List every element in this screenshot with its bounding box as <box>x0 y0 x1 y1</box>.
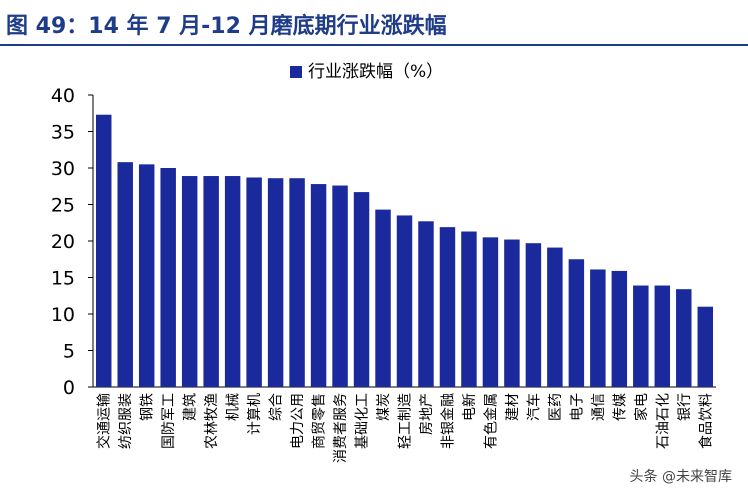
bar <box>697 306 713 387</box>
y-tick-label: 15 <box>51 268 75 290</box>
watermark: 头条 @未来智库 <box>623 464 738 488</box>
figure-title-bar: 图 49：14 年 7 月-12 月磨底期行业涨跌幅 <box>0 0 748 46</box>
y-tick-label: 30 <box>51 158 75 180</box>
x-category-label: 国防军工 <box>161 393 177 449</box>
x-category-label: 建筑 <box>183 393 199 421</box>
bar <box>633 285 649 387</box>
bar <box>611 270 628 387</box>
bar <box>224 176 241 387</box>
bar <box>418 221 434 387</box>
x-category-label: 农林牧渔 <box>204 393 220 449</box>
industry-return-chart: 行业涨跌幅（%） 0 5 10 15 20 25 30 35 40 交通运输 纺织服装 钢铁 国防军工 建筑… <box>51 62 716 463</box>
bar <box>676 289 692 387</box>
x-category-label: 家电 <box>633 393 650 421</box>
bar <box>117 162 133 387</box>
x-category-label: 基础化工 <box>354 393 371 449</box>
x-category-label: 传媒 <box>612 393 628 421</box>
x-category-label: 计算机 <box>247 393 263 435</box>
x-category-label: 煤炭 <box>376 393 392 421</box>
bar <box>504 239 520 387</box>
y-tick-label: 40 <box>51 85 75 107</box>
bar <box>654 285 671 387</box>
x-category-label: 轻工制造 <box>398 393 414 449</box>
x-category-label: 建材 <box>505 393 521 421</box>
legend-label: 行业涨跌幅（%） <box>308 62 443 82</box>
x-category-label: 有色金属 <box>482 393 499 449</box>
x-category-label: 综合 <box>269 393 285 421</box>
x-category-label: 石油石化 <box>655 393 671 449</box>
y-tick-label: 5 <box>63 341 75 363</box>
x-category-label: 通信 <box>591 393 607 421</box>
x-category-label: 纺织服装 <box>118 393 134 449</box>
bar <box>525 243 542 387</box>
bar <box>289 178 305 387</box>
legend-swatch <box>290 66 302 78</box>
bar <box>310 184 327 387</box>
bar <box>160 168 176 387</box>
x-category-label: 钢铁 <box>140 393 156 421</box>
x-category-label: 电新 <box>462 393 478 421</box>
figure-title: 图 49：14 年 7 月-12 月磨底期行业涨跌幅 <box>6 14 447 39</box>
bar <box>138 164 155 387</box>
bar <box>353 192 370 387</box>
x-category-label: 电子 <box>569 393 585 421</box>
bar <box>396 215 413 387</box>
bar <box>375 209 391 387</box>
bar <box>181 176 198 387</box>
x-category-label: 商贸零售 <box>312 393 328 449</box>
bar <box>203 176 219 387</box>
x-category-label: 机械 <box>226 393 242 421</box>
x-category-label: 房地产 <box>419 393 435 435</box>
x-category-label: 汽车 <box>525 393 542 421</box>
bar <box>439 227 456 387</box>
bar <box>482 237 499 387</box>
y-tick-label: 25 <box>51 195 75 217</box>
y-tick-label: 20 <box>51 231 75 253</box>
bar <box>461 231 477 387</box>
x-category-label: 医药 <box>548 393 564 421</box>
bar <box>246 177 262 387</box>
bar <box>590 269 606 387</box>
bar <box>547 247 563 387</box>
x-category-label: 电力公用 <box>290 393 306 449</box>
x-category-label: 食品饮料 <box>697 393 714 449</box>
y-tick-label: 35 <box>51 122 75 144</box>
x-category-label: 消费者服务 <box>333 393 349 463</box>
bar <box>332 185 348 387</box>
y-tick-label: 0 <box>63 377 75 399</box>
x-category-label: 银行 <box>677 393 693 421</box>
y-tick-label: 10 <box>51 304 75 326</box>
bar <box>267 178 284 387</box>
x-category-label: 交通运输 <box>96 393 113 449</box>
title-divider <box>0 44 748 46</box>
bar <box>568 259 585 387</box>
x-category-label: 非银金融 <box>440 393 456 449</box>
bar <box>96 114 112 388</box>
